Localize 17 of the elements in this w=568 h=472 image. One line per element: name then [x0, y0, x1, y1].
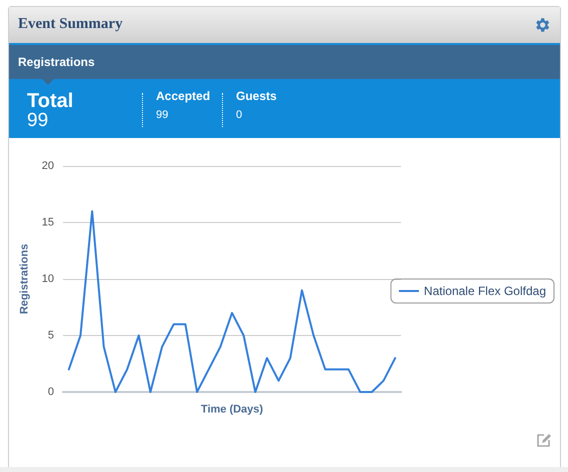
legend-label: Nationale Flex Golfdag	[424, 284, 546, 298]
chart-subtitle: Registrations	[18, 55, 95, 69]
text: Total	[27, 90, 74, 112]
text: 99	[27, 110, 50, 131]
text: 0	[236, 109, 244, 121]
y-tick-label: 10	[42, 273, 54, 285]
y-tick-label: 5	[48, 330, 54, 342]
y-axis-title: Registrations	[18, 244, 30, 314]
text: 99	[156, 109, 170, 121]
y-tick-label: 0	[48, 386, 54, 398]
chart-title: Event Summary	[18, 16, 123, 33]
y-tick-label: 15	[42, 216, 54, 228]
y-tick-label: 20	[42, 160, 54, 172]
text: Accepted	[156, 89, 210, 103]
x-axis-title: Time (Days)	[200, 404, 264, 416]
text: Guests	[236, 89, 277, 103]
line-series	[68, 210, 396, 393]
